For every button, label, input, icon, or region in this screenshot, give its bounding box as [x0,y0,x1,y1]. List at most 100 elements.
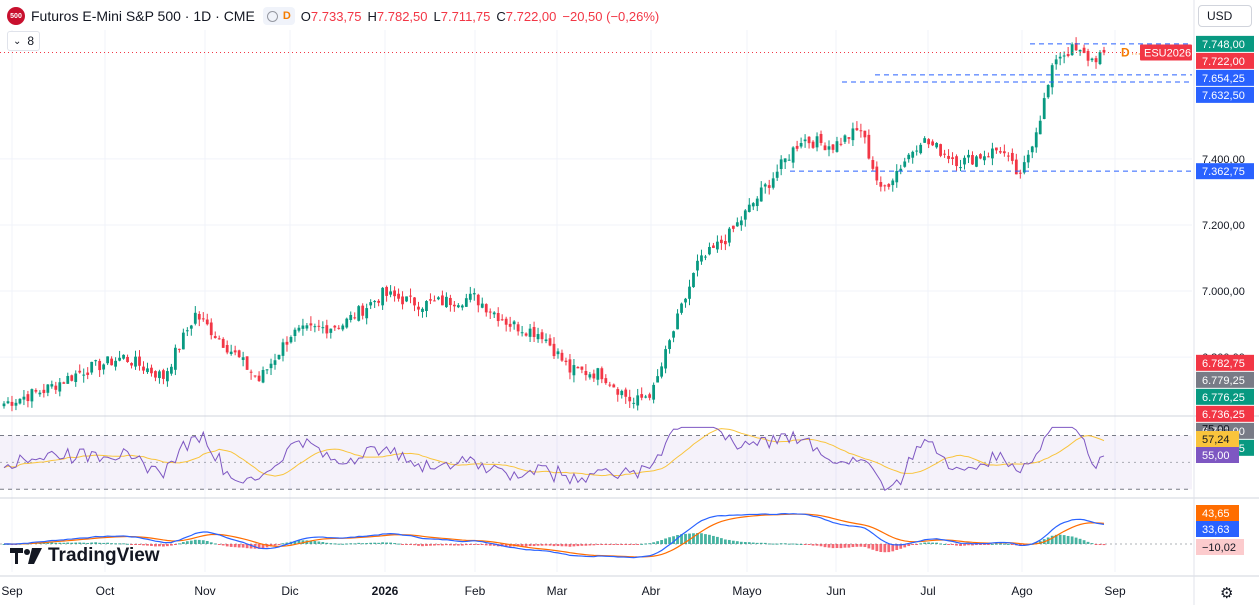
price-label-bg [1196,52,1254,69]
candle-body [612,384,616,388]
open-label: O [300,8,311,24]
candle-body [317,325,321,327]
macd-histogram-bar [181,542,185,544]
macd-histogram-bar [923,542,927,544]
candle-body [971,155,974,165]
macd-histogram-bar [130,544,133,545]
candle-body [951,157,954,160]
macd-histogram-bar [349,543,353,545]
candle-body [875,166,879,181]
macd-histogram-bar [620,544,624,545]
macd-histogram-bar [831,544,835,549]
macd-histogram-bar [688,533,691,544]
candle-body [955,156,958,167]
candle-body [640,394,644,398]
candle-body [150,367,153,374]
low-number: 7.711,75 [440,8,491,24]
candle-body [747,204,751,212]
macd-histogram-bar [640,543,644,545]
x-month-label: Feb [465,584,486,598]
candle-body [285,341,289,345]
macd-histogram-bar [170,544,173,546]
macd-histogram-bar [644,543,648,545]
candle-body [277,354,281,360]
candle-body [349,315,353,320]
price-label-bg [1196,35,1254,52]
candle-body [122,354,125,359]
candle-body [552,343,556,357]
candle-body [118,357,121,361]
tradingview-logo[interactable]: TradingView [10,545,160,567]
macd-histogram-bar [947,544,950,545]
candle-body [488,311,492,313]
currency-label: USD [1207,9,1233,23]
macd-histogram-bar [855,544,859,547]
candle-body [616,389,620,395]
candle-body [907,154,911,160]
candle-body [2,403,6,407]
macd-signal-bg [1196,521,1239,537]
price-label-bg [1196,388,1254,405]
candle-body [221,338,225,348]
macd-histogram-bar [114,543,117,545]
macd-histogram-bar [616,544,620,545]
macd-histogram-bar [664,538,667,544]
candle-body [991,148,994,159]
candle-body [672,331,675,338]
macd-histogram-bar [54,542,58,544]
candle-body [564,360,568,362]
candle-body [484,304,488,313]
close-number: 7.722,00 [505,8,557,24]
macd-histogram-bar [409,544,412,545]
macd-histogram-bar [1074,537,1078,544]
candle-body [712,245,715,248]
macd-histogram-bar [233,544,237,548]
macd-histogram-bar [959,544,962,546]
candle-body [1090,58,1094,61]
candle-body [233,350,237,353]
brand-name: TradingView [48,545,160,566]
macd-histogram-bar [907,544,911,547]
macd-histogram-bar [126,543,129,545]
macd-histogram-bar [221,544,225,546]
macd-histogram-bar [277,544,281,545]
symbol-title[interactable]: Futuros E-Mini S&P 500 · 1D · CME [31,8,255,24]
macd-histogram-bar [648,543,652,545]
macd-histogram-bar [441,544,444,546]
macd-histogram-bar [82,542,86,544]
candle-body [947,155,950,159]
macd-histogram-bar [1086,541,1090,544]
candle-body [289,337,293,343]
settings-gear-icon[interactable]: ⚙ [1220,585,1234,602]
indicators-toggle[interactable]: ⌄ 8 [7,31,41,51]
candle-body [197,313,201,320]
candle-body [1010,152,1014,161]
candle-body [915,150,919,152]
macd-histogram-bar [696,533,699,544]
visibility-pill[interactable]: D [262,7,295,25]
candle-body [273,360,277,365]
y-tick-label: 7.400,00 [1202,154,1245,166]
macd-histogram-bar [413,544,416,546]
candle-body [504,318,508,325]
y-tick-label: 7.000,00 [1202,286,1245,298]
macd-histogram-bar [915,544,919,545]
currency-button[interactable]: USD [1198,5,1252,27]
sp500-logo-icon: 500 [7,7,25,25]
candle-body [891,180,895,186]
macd-histogram-bar [660,540,663,544]
price-label: 7.722,00 [1202,56,1245,68]
macd-histogram-bar [484,544,488,546]
candle-body [445,296,448,308]
macd-histogram-bar [357,542,361,544]
candle-body [700,255,703,262]
macd-histogram-bar [138,544,141,545]
macd-histogram-bar [971,544,974,546]
candle-body [14,402,18,406]
candle-body [723,241,727,245]
macd-histogram-bar [488,544,492,546]
candle-body [217,338,221,340]
x-month-label: Dic [281,584,298,598]
candle-body [476,294,480,306]
